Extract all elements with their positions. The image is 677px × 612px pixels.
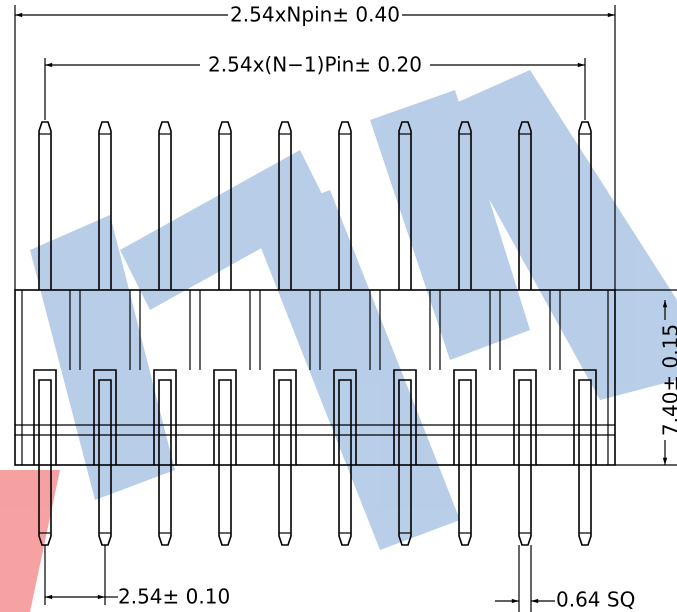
dim-label: 2.54x(N−1)Pin± 0.20 [208, 53, 422, 77]
bottom-pin [98, 379, 112, 546]
channel [33, 369, 57, 465]
dim-label: 7.40± 0.15 [659, 324, 677, 436]
bottom-pin [458, 379, 472, 546]
bottom-pin [38, 379, 52, 546]
dim-label: 2.54± 0.10 [118, 585, 230, 609]
bottom-pin [518, 379, 532, 546]
channel [573, 369, 597, 465]
bottom-pin [578, 379, 592, 546]
top-pin [458, 121, 472, 290]
bottom-pin [398, 379, 412, 546]
top-pin [38, 121, 52, 290]
top-pin [578, 121, 592, 290]
channel [333, 369, 357, 465]
dim-total: 2.54xNpin± 0.40 [14, 3, 616, 290]
dim-label: 2.54xNpin± 0.40 [230, 3, 400, 27]
channel [93, 369, 117, 465]
channel [273, 369, 297, 465]
bottom-pin [338, 379, 352, 546]
channel [393, 369, 417, 465]
dim-height: 7.40± 0.15 [615, 289, 677, 466]
top-pin [98, 121, 112, 290]
top-pin [338, 121, 352, 290]
channel [153, 369, 177, 465]
channel [513, 369, 537, 465]
top-pin [158, 121, 172, 290]
bottom-pin [218, 379, 232, 546]
top-pin [518, 121, 532, 290]
bottom-pin [158, 379, 172, 546]
channel [213, 369, 237, 465]
dim-pin: 0.64 SQ [495, 545, 635, 612]
top-pin [398, 121, 412, 290]
body [14, 289, 616, 466]
top-pin [278, 121, 292, 290]
channel [453, 369, 477, 465]
pins [33, 121, 597, 546]
dim-pitch: 2.54± 0.10 [44, 545, 230, 609]
bottom-pin [278, 379, 292, 546]
dim-span: 2.54x(N−1)Pin± 0.20 [44, 53, 586, 120]
top-pin [218, 121, 232, 290]
dim-label: 0.64 SQ [556, 588, 635, 612]
